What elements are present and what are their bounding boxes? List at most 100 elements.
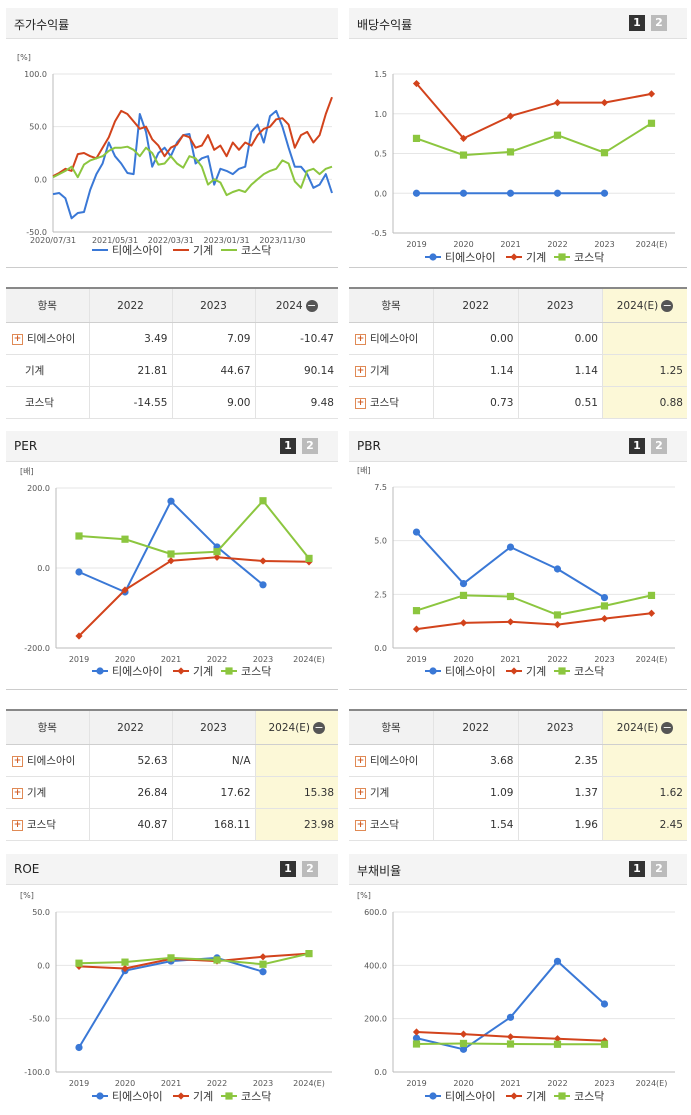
data-point xyxy=(459,1030,468,1038)
data-point xyxy=(412,134,421,142)
data-point xyxy=(121,586,129,594)
data-point xyxy=(506,618,515,626)
x-tick-label: 2021 xyxy=(500,1079,520,1088)
panel-title: 주가수익률 xyxy=(14,18,70,32)
data-point xyxy=(600,149,609,157)
table-cell: 9.48 xyxy=(255,386,338,419)
data-point xyxy=(506,543,515,551)
panel-header: ROE 1 2 xyxy=(6,854,338,885)
y-tick-label: -200.0 xyxy=(24,644,50,653)
data-point xyxy=(506,592,515,601)
collapse-icon[interactable]: − xyxy=(313,720,326,734)
legend-swatch-marker xyxy=(429,1092,437,1100)
data-point xyxy=(647,591,656,600)
data-point xyxy=(259,557,267,565)
data-point xyxy=(600,1040,609,1048)
data-point xyxy=(121,964,129,973)
expand-icon[interactable]: + xyxy=(355,787,366,799)
table-header: 2022 xyxy=(89,287,173,323)
pbr-table: 항목 2022 2023 2024(E) − + 티에스아이 3.68 2.35 + 기계 1.09 1… xyxy=(349,709,687,841)
x-tick-label: 2023/11/30 xyxy=(259,236,305,245)
per-table: 항목 2022 2023 2024(E) − + 티에스아이 52.63 N/A + 기계 26.84… xyxy=(6,709,338,841)
row-name: + 티에스아이 xyxy=(349,744,434,777)
y-tick-label: 0.0 xyxy=(34,175,47,184)
table-cell: 15.38 xyxy=(255,776,338,809)
debt-ratio-chart: [%] 600.0 400.0 200.0 0.0 2019 2020 2021 2022 202… xyxy=(357,891,675,1103)
data-point xyxy=(553,189,562,197)
x-tick-label: 2019 xyxy=(69,655,89,664)
series-line xyxy=(78,952,310,970)
pbr-panel: PBR 1 2 [배] 7.5 5.0 2.5 0.0 2019 2020 2021 2022 2… xyxy=(349,431,687,690)
row-name: + 코스닥 xyxy=(349,386,434,419)
x-tick-label: 2019 xyxy=(406,240,426,249)
table-cell: 1.25 xyxy=(602,354,687,387)
legend-label: 기계 xyxy=(193,244,213,257)
legend-label: 기계 xyxy=(526,251,546,264)
table-cell: 0.73 xyxy=(433,386,519,419)
x-tick-label: 2020 xyxy=(115,1079,135,1088)
data-point xyxy=(600,602,609,610)
chart-mode-2-button[interactable]: 2 xyxy=(651,861,667,877)
x-tick-label: 2021 xyxy=(161,655,181,664)
data-point xyxy=(506,148,515,156)
expand-icon[interactable]: + xyxy=(12,755,23,767)
legend-swatch-marker xyxy=(96,1092,104,1100)
data-point xyxy=(647,609,656,617)
data-point xyxy=(167,550,175,558)
expand-icon[interactable]: + xyxy=(355,365,366,377)
chart-mode-1-button[interactable]: 1 xyxy=(629,15,645,31)
chart-mode-1-button[interactable]: 1 xyxy=(280,438,296,454)
x-tick-label: 2020/07/31 xyxy=(30,236,76,245)
expand-icon[interactable]: + xyxy=(355,333,366,345)
collapse-icon[interactable]: − xyxy=(305,298,318,312)
chart-mode-2-button[interactable]: 2 xyxy=(651,438,667,454)
legend-label: 티에스아이 xyxy=(445,251,496,264)
legend-label: 기계 xyxy=(526,1090,546,1103)
expand-icon[interactable]: + xyxy=(12,819,23,831)
y-tick-label: 0.0 xyxy=(374,644,387,653)
series-line xyxy=(415,531,606,599)
expand-icon[interactable]: + xyxy=(355,819,366,831)
expand-icon[interactable]: + xyxy=(12,333,23,345)
data-point xyxy=(412,1040,421,1048)
series-line xyxy=(52,109,333,220)
table-cell xyxy=(602,744,687,777)
y-tick-label: 0.0 xyxy=(374,1068,387,1077)
data-point xyxy=(305,950,313,958)
x-tick-label: 2019 xyxy=(69,1079,89,1088)
row-name: 기계 xyxy=(6,354,90,387)
collapse-icon[interactable]: − xyxy=(661,298,674,312)
per-panel: PER 1 2 [배] 200.0 0.0 -200.0 2019 2020 2021 202… xyxy=(6,431,338,690)
expand-icon[interactable]: + xyxy=(355,755,366,767)
data-point xyxy=(259,953,267,961)
table-cell: 1.14 xyxy=(433,354,519,387)
y-tick-label: 200.0 xyxy=(27,484,50,493)
table-cell: 26.84 xyxy=(89,776,173,809)
table-header: 2024− xyxy=(255,287,338,323)
unit-label: [%] xyxy=(357,891,371,900)
chart-mode-1-button[interactable]: 1 xyxy=(629,438,645,454)
collapse-icon[interactable]: − xyxy=(661,720,674,734)
expand-icon[interactable]: + xyxy=(355,397,366,409)
table-cell: 168.11 xyxy=(172,808,256,841)
y-tick-label: 1.0 xyxy=(374,110,387,119)
x-tick-label: 2021/05/31 xyxy=(92,236,138,245)
data-point xyxy=(647,119,656,127)
chart-mode-2-button[interactable]: 2 xyxy=(302,861,318,877)
table-header: 2022 xyxy=(433,709,519,745)
table-cell xyxy=(255,744,338,777)
x-tick-label: 2022 xyxy=(547,655,567,664)
series-line xyxy=(52,96,333,178)
data-point xyxy=(553,565,562,573)
chart-mode-2-button[interactable]: 2 xyxy=(302,438,318,454)
legend-swatch-marker xyxy=(510,253,518,261)
panel-title: ROE xyxy=(14,862,40,876)
table-cell: 1.62 xyxy=(602,776,687,809)
legend-swatch-marker xyxy=(96,667,104,675)
expand-icon[interactable]: + xyxy=(12,787,23,799)
chart-mode-1-button[interactable]: 1 xyxy=(280,861,296,877)
x-tick-label: 2024(E) xyxy=(293,1079,325,1088)
chart-mode-2-button[interactable]: 2 xyxy=(651,15,667,31)
table-row: + 기계 26.84 17.62 15.38 xyxy=(6,776,338,809)
chart-mode-1-button[interactable]: 1 xyxy=(629,861,645,877)
